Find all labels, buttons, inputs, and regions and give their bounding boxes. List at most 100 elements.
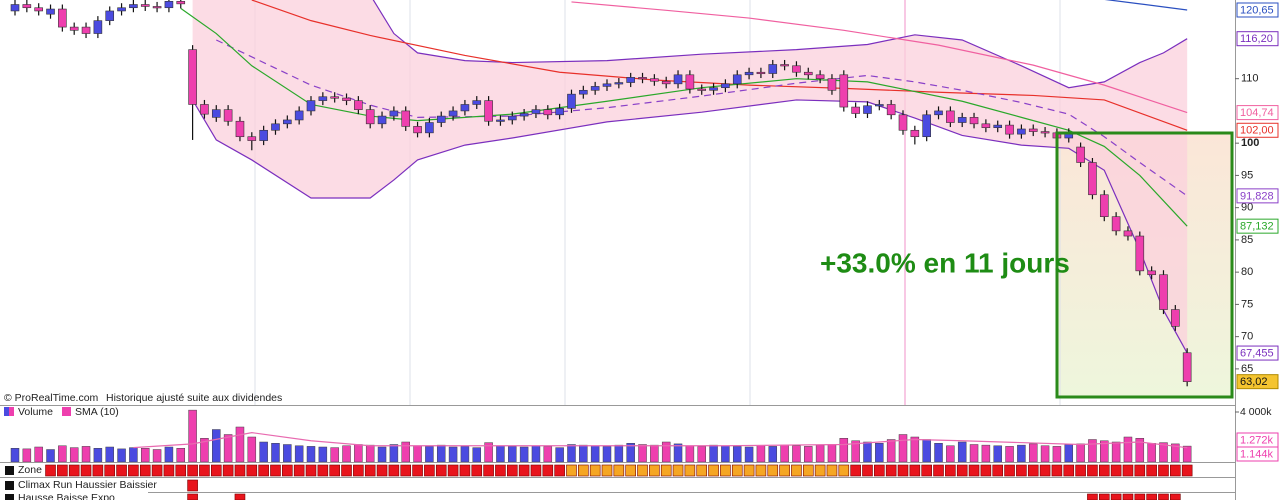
candle-body (271, 123, 280, 131)
volume-bar (58, 445, 67, 462)
volume-bar (744, 446, 754, 462)
candle-body (46, 8, 55, 15)
candle-body (1135, 235, 1145, 272)
zone-cell (329, 464, 340, 477)
zone-cell (578, 464, 589, 477)
zone-cell (1181, 464, 1193, 477)
volume-bar (1171, 443, 1180, 462)
volume-bar (484, 442, 493, 462)
candle-body (34, 7, 43, 12)
candle-body (507, 115, 517, 121)
volume-bar (1123, 436, 1133, 462)
note: Historique ajusté suite aux dividendes (106, 392, 282, 404)
candle-body (555, 108, 564, 116)
candle-body (803, 71, 813, 76)
volume-bar (34, 446, 43, 462)
candle-body (827, 78, 837, 91)
volume-bar (129, 447, 138, 462)
zone-cell (956, 464, 968, 477)
zone-cell (933, 464, 944, 477)
candle-body (579, 89, 588, 95)
expo-cell (1110, 493, 1122, 500)
volume-bar (1052, 446, 1062, 462)
zone-cell (353, 464, 364, 477)
candle-body (105, 10, 115, 21)
candle-body (389, 110, 399, 117)
volume-bar (235, 426, 245, 462)
band-fill (192, 0, 1188, 354)
volume-bar (519, 446, 529, 462)
candle-body (792, 65, 801, 73)
candle-body (839, 74, 849, 108)
volume-bar (543, 446, 553, 462)
volume-bar (827, 444, 837, 462)
zone-cell (601, 464, 613, 477)
zone-cell (116, 464, 127, 477)
value-tag-label: 63,02 (1240, 376, 1268, 388)
row-label: Climax Run Haussier Baissier (18, 479, 157, 491)
volume-bar (436, 444, 446, 462)
zone-cell (637, 464, 648, 477)
value-tag-label: 1.272k (1240, 434, 1274, 446)
candle-body (756, 71, 766, 75)
volume-bar (496, 445, 505, 462)
volume-bar (460, 446, 470, 462)
volume-bar (910, 436, 920, 462)
zone-cell (104, 464, 116, 477)
zone-cell (743, 464, 755, 477)
zone-cell (684, 464, 696, 477)
indicator-line (251, 0, 1188, 131)
candle-body (235, 120, 245, 138)
zone-cell (1098, 464, 1110, 477)
y-tick-label: 65 (1241, 363, 1253, 375)
value-tag (1236, 218, 1279, 234)
candle-body (164, 0, 174, 9)
volume-bar (117, 448, 126, 462)
zone-cell (992, 464, 1004, 477)
zone-cell (1004, 464, 1015, 477)
zone-cell (1039, 464, 1051, 477)
volume-bar (567, 444, 576, 462)
zone-cell (222, 464, 234, 477)
candle-body (318, 96, 328, 101)
volume-bar (413, 445, 422, 462)
y-tick-label: 70 (1241, 331, 1253, 343)
zone-cell (862, 464, 873, 477)
volume-bar (1088, 439, 1097, 462)
volume-bar (792, 445, 801, 462)
volume-bar (946, 445, 955, 462)
candle-body (294, 110, 304, 121)
volume-bar (815, 444, 825, 462)
volume-bar (1111, 441, 1121, 462)
volume-bar (626, 443, 635, 462)
zone-cell (258, 464, 269, 477)
candle-body (176, 0, 186, 5)
expo-cell (187, 493, 198, 500)
volume-bar (294, 445, 304, 462)
zone-cell (566, 464, 577, 477)
volume-bar (863, 441, 872, 462)
y-tick-label: 100 (1241, 137, 1259, 149)
volume-bar (212, 429, 221, 462)
expo-cell (234, 493, 246, 500)
candle-body (1005, 124, 1014, 135)
annotation: +33.0% en 11 jours (820, 247, 1070, 278)
legend-sma: SMA (10) (75, 406, 119, 418)
candle-body (1111, 216, 1121, 232)
zone-cell (755, 464, 767, 477)
volume-bar (306, 446, 316, 462)
volume-bar (661, 441, 671, 462)
candle-body (152, 6, 162, 9)
candle-body (1040, 131, 1050, 134)
value-tag (1236, 31, 1279, 47)
value-tag (1236, 2, 1279, 18)
zone-cell (305, 464, 317, 477)
zone-cell (376, 464, 388, 477)
zone-cell (589, 464, 601, 477)
zone-cell (625, 464, 636, 477)
zone-cell (909, 464, 921, 477)
indicator-line (1104, 0, 1188, 11)
value-tag-label: 87,132 (1240, 221, 1274, 233)
candle-body (81, 26, 91, 34)
candle-body (910, 129, 920, 138)
